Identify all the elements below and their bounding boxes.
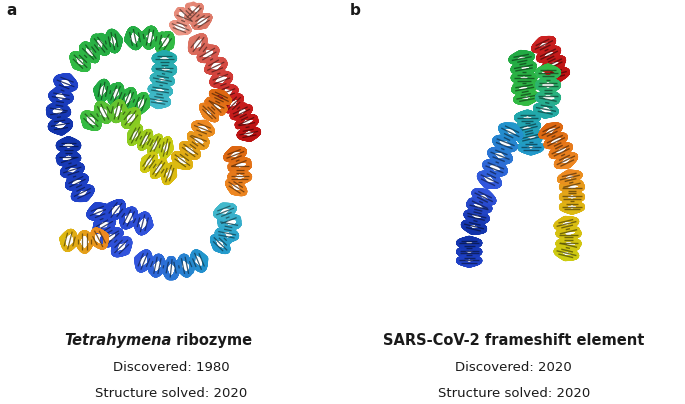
Text: Discovered: 2020: Discovered: 2020 xyxy=(456,361,572,374)
Text: ribozyme: ribozyme xyxy=(171,333,252,348)
Text: b: b xyxy=(349,3,360,18)
Text: Tetrahymena: Tetrahymena xyxy=(64,333,171,348)
Text: SARS-CoV-2 frameshift element: SARS-CoV-2 frameshift element xyxy=(383,333,645,348)
Text: a: a xyxy=(7,3,17,18)
Text: Structure solved: 2020: Structure solved: 2020 xyxy=(95,387,247,400)
Text: Discovered: 1980: Discovered: 1980 xyxy=(113,361,229,374)
Text: Structure solved: 2020: Structure solved: 2020 xyxy=(438,387,590,400)
